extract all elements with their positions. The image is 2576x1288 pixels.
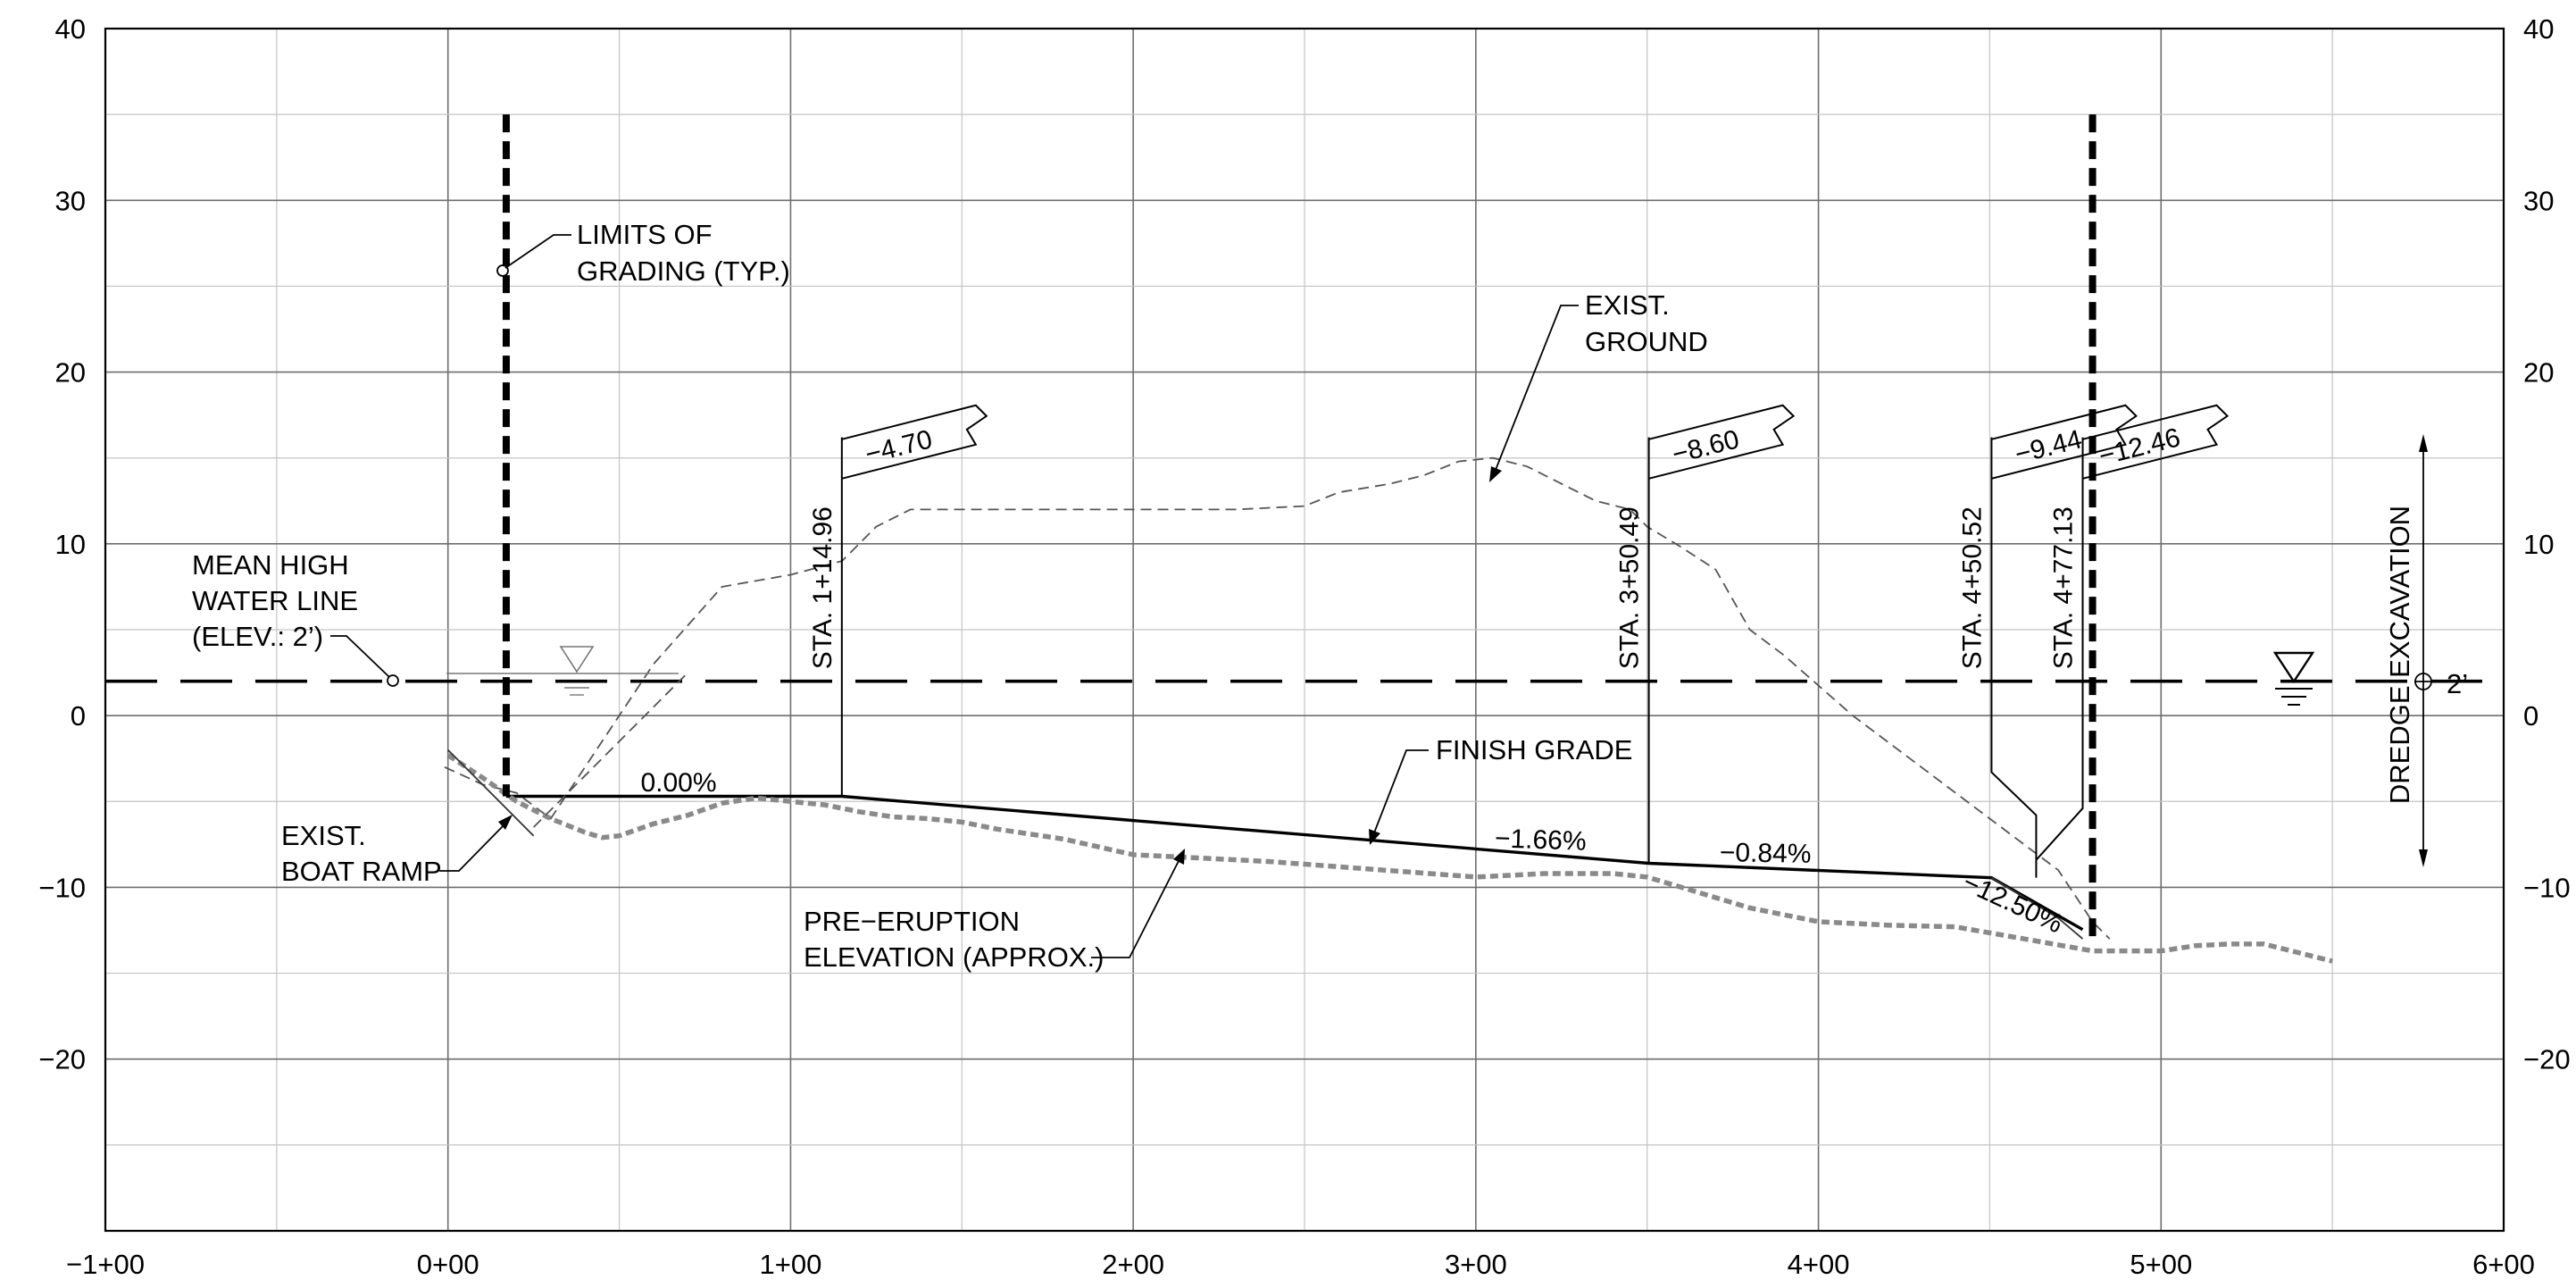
- note-line: EXIST.: [1585, 289, 1670, 321]
- station-flag-icon: [2082, 404, 2230, 480]
- leader-line: [1091, 857, 1181, 958]
- station-flag-icon: [1991, 404, 2138, 480]
- leader-dot-icon: [496, 264, 509, 277]
- note-line: WATER LINE: [192, 585, 358, 616]
- y-tick-label: −10: [2523, 872, 2571, 903]
- y-tick-label: −10: [38, 872, 86, 903]
- station-leader: [2035, 437, 2084, 863]
- y-tick-label: 20: [2523, 357, 2554, 389]
- note-line: MEAN HIGH: [192, 549, 349, 581]
- leader-dot-icon: [387, 674, 399, 687]
- water-level-symbols: [446, 646, 2315, 706]
- note-line: (ELEV.: 2’): [192, 621, 323, 652]
- dredge-depth-label: 2’: [2447, 668, 2468, 699]
- station-label: STA. 4+77.13: [2049, 506, 2079, 669]
- note-line: GROUND: [1585, 326, 1708, 357]
- station-label: STA. 3+50.49: [1615, 506, 1645, 669]
- x-tick-label: 4+00: [1788, 1249, 1850, 1280]
- y-axis-left-ticks: 40 30 20 10 0 −10 −20: [38, 13, 86, 1075]
- series-ramp-slope: [532, 672, 688, 828]
- water-level-symbol-icon: [446, 646, 679, 696]
- pre-eruption-note: PRE−ERUPTION ELEVATION (APPROX.): [804, 849, 1185, 973]
- note-line: LIMITS OF: [577, 219, 713, 250]
- annotations: MEAN HIGH WATER LINE (ELEV.: 2’) LIMITS …: [192, 219, 2468, 973]
- limits-of-grading-note: LIMITS OF GRADING (TYP.): [496, 219, 790, 287]
- series-cut-slope: [1990, 876, 2084, 940]
- y-tick-label: 0: [71, 700, 86, 732]
- x-tick-label: −1+00: [66, 1249, 145, 1280]
- x-tick-label: 3+00: [1445, 1249, 1507, 1280]
- x-axis-ticks: −1+00 0+00 1+00 2+00 3+00 4+00 5+00 6+00: [66, 1249, 2535, 1280]
- station-leader: [1990, 437, 2038, 878]
- leader-line: [330, 635, 390, 678]
- x-tick-label: 1+00: [760, 1249, 822, 1280]
- arrowhead-icon: [2419, 434, 2428, 452]
- finish-grade-note: FINISH GRADE: [1369, 734, 1632, 845]
- y-tick-label: −20: [38, 1044, 86, 1075]
- y-tick-label: 40: [2523, 13, 2554, 45]
- arrowhead-icon: [498, 815, 513, 830]
- note-line: FINISH GRADE: [1436, 734, 1632, 765]
- mean-high-water-note: MEAN HIGH WATER LINE (ELEV.: 2’): [192, 549, 399, 687]
- y-tick-label: 40: [55, 13, 86, 45]
- y-tick-label: 10: [2523, 529, 2554, 560]
- note-line: EXIST.: [281, 820, 366, 851]
- leader-line: [1372, 749, 1429, 836]
- dredge-excavation-note: DREDGE EXCAVATION 2’: [2384, 434, 2468, 867]
- series-existing-ground: [444, 456, 2111, 940]
- x-tick-label: 6+00: [2472, 1249, 2535, 1280]
- y-tick-label: 0: [2523, 700, 2538, 732]
- limits-of-grading-lines: [502, 114, 2097, 942]
- water-level-symbol-icon: [2272, 651, 2315, 706]
- note-line: ELEVATION (APPROX.): [804, 941, 1104, 973]
- series-boat-ramp: [447, 749, 535, 837]
- station-label: STA. 4+50.52: [1957, 506, 1987, 669]
- leader-line: [504, 234, 571, 269]
- grid: [105, 29, 2504, 1231]
- slope-label: −0.84%: [1720, 838, 1812, 869]
- x-tick-label: 2+00: [1102, 1249, 1164, 1280]
- y-tick-label: 10: [55, 529, 86, 560]
- y-axis-right-ticks: 40 30 20 10 0 −10 −20: [2523, 13, 2571, 1075]
- slope-label: 0.00%: [640, 768, 716, 798]
- station-label: STA. 1+14.96: [808, 506, 838, 669]
- leader-line: [1495, 305, 1579, 471]
- arrowhead-icon: [1173, 849, 1185, 865]
- dredge-label: DREDGE EXCAVATION: [2384, 506, 2415, 804]
- note-line: PRE−ERUPTION: [804, 906, 1020, 937]
- boat-ramp-note: EXIST. BOAT RAMP: [281, 815, 513, 887]
- plot-frame: [104, 27, 2505, 1233]
- y-tick-label: 30: [55, 185, 86, 216]
- leader-line: [439, 823, 506, 872]
- arrowhead-icon: [2419, 849, 2428, 867]
- arrowhead-icon: [1369, 829, 1380, 845]
- y-tick-label: −20: [2523, 1044, 2571, 1075]
- note-line: BOAT RAMP: [281, 856, 442, 887]
- slope-label: −1.66%: [1494, 824, 1587, 857]
- arrowhead-icon: [1489, 466, 1502, 482]
- x-tick-label: 0+00: [417, 1249, 479, 1280]
- station-flag-icon: [841, 404, 988, 480]
- note-line: GRADING (TYP.): [577, 255, 790, 287]
- y-tick-label: 20: [55, 357, 86, 389]
- station-flag-icon: [1648, 404, 1796, 480]
- x-tick-label: 5+00: [2130, 1249, 2192, 1280]
- series-pre-eruption: [446, 753, 2333, 964]
- existing-ground-note: EXIST. GROUND: [1489, 289, 1708, 482]
- y-tick-label: 30: [2523, 185, 2554, 216]
